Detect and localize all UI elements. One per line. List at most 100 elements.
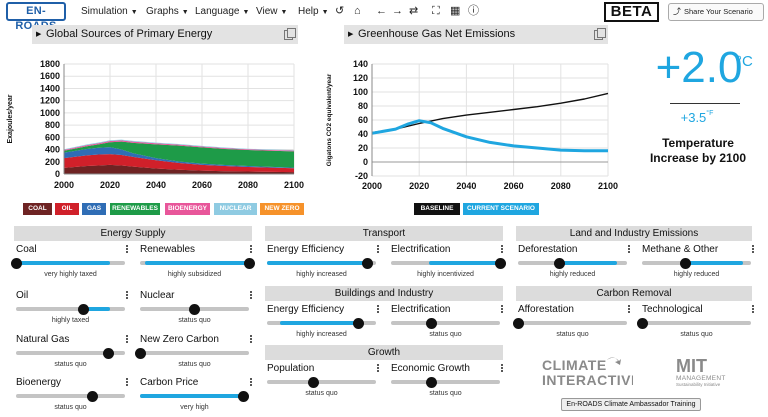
- home-icon[interactable]: ⌂: [354, 5, 361, 17]
- legend-renewables[interactable]: RENEWABLES: [110, 203, 160, 215]
- expand-triangle-icon[interactable]: ▶: [36, 31, 42, 38]
- menu-view[interactable]: View ▼: [256, 6, 288, 17]
- slider-handle[interactable]: [243, 257, 255, 269]
- forward-icon[interactable]: →: [392, 5, 403, 17]
- slider-label: Coal: [16, 244, 37, 255]
- slider-track[interactable]: [391, 317, 500, 329]
- graph1-title-bar[interactable]: ▶ Global Sources of Primary Energy: [32, 25, 298, 44]
- menu-simulation[interactable]: Simulation ▼: [81, 6, 138, 17]
- slider-handle[interactable]: [553, 257, 565, 269]
- slider-handle[interactable]: [134, 347, 146, 359]
- table-icon[interactable]: ▦: [450, 5, 461, 17]
- slider-handle[interactable]: [10, 257, 22, 269]
- slider-handle[interactable]: [494, 257, 506, 269]
- slider-handle[interactable]: [425, 317, 437, 329]
- more-options-icon[interactable]: [751, 244, 755, 255]
- slider-track[interactable]: [140, 390, 250, 402]
- chevron-down-icon: ▼: [280, 9, 288, 16]
- slider-track[interactable]: [636, 317, 751, 329]
- copy-icon[interactable]: [594, 28, 606, 40]
- more-options-icon[interactable]: [376, 304, 380, 315]
- slider-handle[interactable]: [512, 317, 524, 329]
- more-options-icon[interactable]: [125, 334, 129, 345]
- slider-handle[interactable]: [78, 303, 90, 315]
- slider-track[interactable]: [518, 257, 627, 269]
- legend-oil[interactable]: OIL: [55, 203, 79, 215]
- slider-label: Population: [267, 363, 315, 374]
- slider-status: highly subsidized: [167, 271, 222, 278]
- legend-gas[interactable]: GAS: [82, 203, 106, 215]
- slider-fill: [83, 307, 110, 311]
- slider-track[interactable]: [140, 303, 249, 315]
- slider-track[interactable]: [267, 257, 376, 269]
- y-axis-label: Gigatons CO2 equivalent/year: [326, 73, 333, 166]
- slider-handle[interactable]: [425, 376, 437, 388]
- more-options-icon[interactable]: [627, 244, 631, 255]
- slider-handle[interactable]: [353, 317, 365, 329]
- slider-handle[interactable]: [308, 376, 320, 388]
- slider-handle[interactable]: [238, 390, 250, 402]
- slider-track[interactable]: [134, 347, 249, 359]
- slider-track[interactable]: [16, 347, 125, 359]
- x-tick-label: 2040: [146, 180, 166, 190]
- legend-nuclear[interactable]: NUCLEAR: [214, 203, 257, 215]
- fullscreen-icon[interactable]: ⛶: [432, 5, 440, 17]
- slider-handle[interactable]: [86, 390, 98, 402]
- slider-handle[interactable]: [189, 303, 200, 315]
- slider-handle[interactable]: [636, 317, 648, 329]
- slider-handle[interactable]: [361, 257, 373, 269]
- graph2-title-bar[interactable]: ▶ Greenhouse Gas Net Emissions: [344, 25, 608, 44]
- more-options-icon[interactable]: [249, 334, 253, 345]
- menu-graphs[interactable]: Graphs ▼: [146, 6, 189, 17]
- more-options-icon[interactable]: [500, 363, 504, 374]
- copy-icon[interactable]: [284, 28, 296, 40]
- en-roads-logo[interactable]: EN-ROADS: [6, 2, 66, 32]
- slider-track[interactable]: [140, 257, 255, 269]
- more-options-icon[interactable]: [627, 304, 631, 315]
- y-tick-label: 60: [358, 115, 368, 125]
- chevron-down-icon: ▼: [181, 9, 189, 16]
- slider-track[interactable]: [267, 317, 376, 329]
- more-options-icon[interactable]: [376, 363, 380, 374]
- more-options-icon[interactable]: [376, 244, 380, 255]
- more-options-icon[interactable]: [500, 244, 504, 255]
- more-options-icon[interactable]: [249, 244, 253, 255]
- more-options-icon[interactable]: [125, 377, 129, 388]
- slider-track[interactable]: [16, 390, 125, 402]
- share-icon: ⤴: [673, 7, 681, 16]
- legend-new-zero[interactable]: NEW ZERO: [260, 203, 304, 215]
- more-options-icon[interactable]: [249, 377, 253, 388]
- climate-interactive-logo[interactable]: CLIMATE INTERACTIVE: [538, 355, 633, 389]
- menu-help[interactable]: Help ▼: [298, 6, 329, 17]
- slider-handle[interactable]: [680, 257, 692, 269]
- slider-track[interactable]: [391, 376, 500, 388]
- slider-track[interactable]: [267, 376, 376, 388]
- slider-track[interactable]: [16, 303, 125, 315]
- more-options-icon[interactable]: [249, 290, 253, 301]
- slider-track[interactable]: [642, 257, 751, 269]
- expand-triangle-icon[interactable]: ▶: [348, 31, 354, 38]
- more-options-icon[interactable]: [125, 244, 129, 255]
- more-options-icon[interactable]: [125, 290, 129, 301]
- back-icon[interactable]: ←: [376, 5, 387, 17]
- more-options-icon[interactable]: [500, 304, 504, 315]
- undo-icon[interactable]: ↺: [335, 5, 345, 17]
- x-tick-label: 2100: [598, 181, 618, 191]
- mit-management-logo[interactable]: MIT MANAGEMENT Sustainability Initiative: [672, 355, 738, 389]
- legend-current-scenario[interactable]: CURRENT SCENARIO: [463, 203, 539, 215]
- slider-handle[interactable]: [103, 347, 115, 359]
- slider-track[interactable]: [391, 257, 506, 269]
- slider-track[interactable]: [512, 317, 627, 329]
- slider-track[interactable]: [10, 257, 125, 269]
- legend-coal[interactable]: COAL: [23, 203, 52, 215]
- climate-ambassador-training-button[interactable]: En-ROADS Climate Ambassador Training: [561, 398, 701, 411]
- legend-baseline[interactable]: BASELINE: [414, 203, 460, 215]
- refresh-icon[interactable]: ⇄: [409, 5, 419, 17]
- more-options-icon[interactable]: [751, 304, 755, 315]
- share-scenario-button[interactable]: ⤴ Share Your Scenario: [668, 3, 764, 21]
- x-tick-label: 2000: [54, 180, 74, 190]
- y-tick-label: 1200: [40, 96, 60, 106]
- menu-language[interactable]: Language ▼: [195, 6, 250, 17]
- legend-bioenergy[interactable]: BIOENERGY: [165, 203, 210, 215]
- info-icon[interactable]: ⓘ: [468, 5, 479, 17]
